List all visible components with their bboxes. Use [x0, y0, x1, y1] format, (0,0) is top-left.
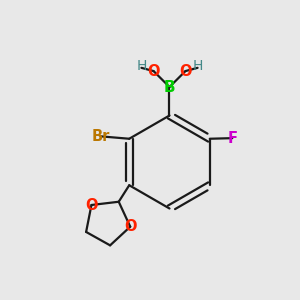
Text: H: H — [136, 59, 147, 73]
Text: Br: Br — [92, 129, 110, 144]
Text: O: O — [124, 219, 136, 234]
Text: H: H — [192, 59, 203, 73]
Text: O: O — [147, 64, 160, 79]
Text: O: O — [179, 64, 192, 79]
Text: B: B — [164, 80, 175, 94]
Text: O: O — [85, 197, 98, 212]
Text: F: F — [227, 131, 237, 146]
